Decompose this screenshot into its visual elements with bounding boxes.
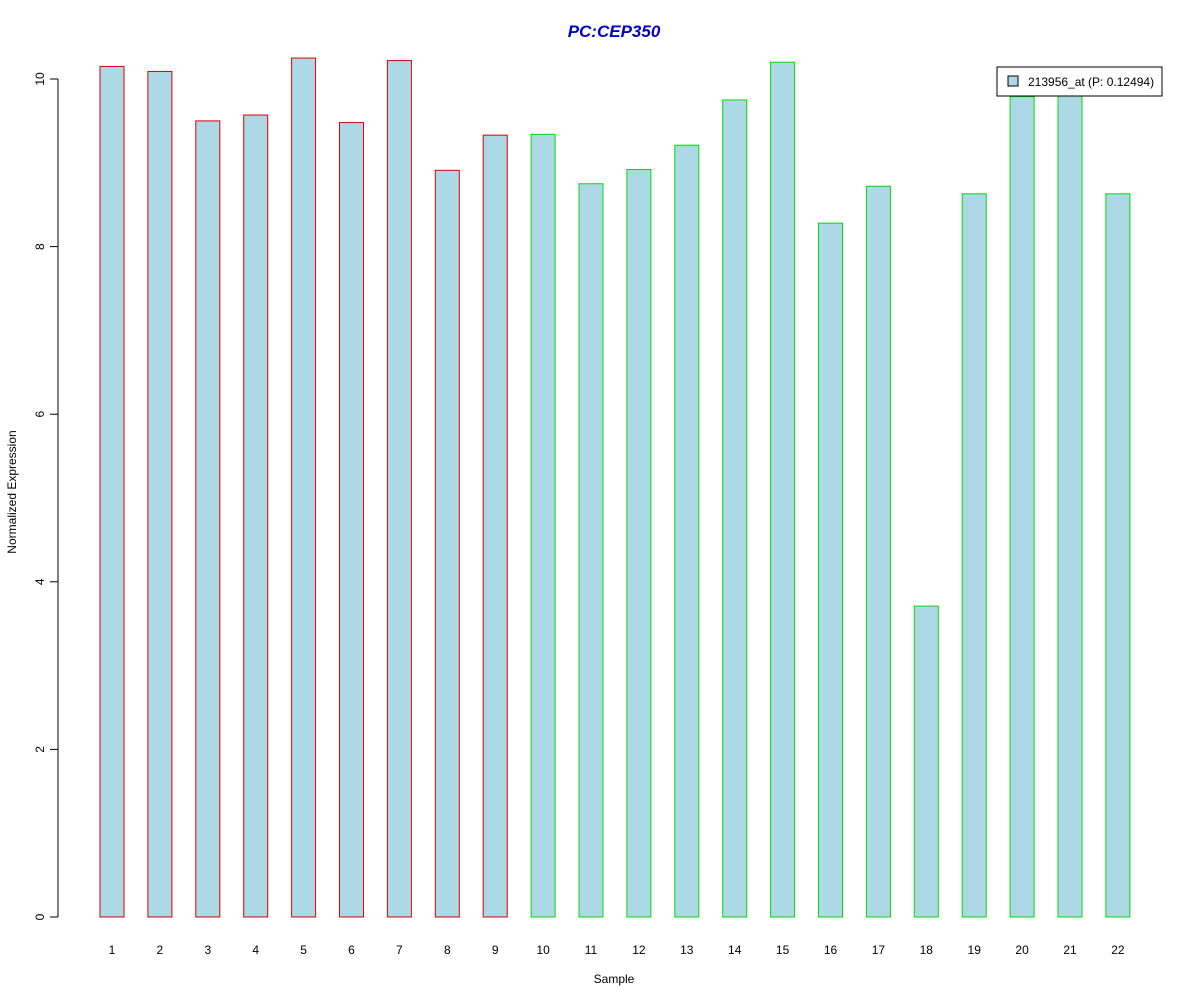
bar-sample-6 bbox=[339, 122, 364, 918]
bar-sample-17 bbox=[865, 185, 891, 918]
x-tick-labels: 1 2 3 4 5 6 7 8 9 10 11 12 13 14 15 16 17 18 19 20 21 22 bbox=[109, 943, 1125, 957]
y-tick-label: 10 bbox=[33, 72, 47, 86]
chart-title: PC:CEP350 bbox=[568, 22, 661, 41]
legend-box bbox=[996, 66, 1163, 97]
bar-sample-7 bbox=[386, 60, 412, 918]
x-tick-label: 13 bbox=[680, 943, 694, 957]
legend: 213956_at (P: 0.12494) bbox=[996, 66, 1163, 97]
x-tick-label: 18 bbox=[920, 943, 934, 957]
y-tick-label: 2 bbox=[33, 746, 47, 753]
bar-sample-18 bbox=[913, 605, 939, 918]
bar-sample-8 bbox=[434, 169, 460, 918]
bar-sample-5 bbox=[291, 57, 317, 918]
x-tick-label: 3 bbox=[204, 943, 211, 957]
bar-sample-10 bbox=[530, 133, 556, 918]
x-tick-label: 14 bbox=[728, 943, 742, 957]
x-tick-label: 10 bbox=[536, 943, 550, 957]
x-axis-label: Sample bbox=[594, 972, 635, 986]
x-tick-label: 20 bbox=[1015, 943, 1029, 957]
bar-sample-2 bbox=[147, 70, 173, 918]
y-tick-label: 6 bbox=[33, 411, 47, 418]
x-tick-label: 17 bbox=[872, 943, 886, 957]
x-tick-label: 22 bbox=[1111, 943, 1125, 957]
bar-sample-19 bbox=[961, 193, 987, 918]
x-tick-label: 4 bbox=[252, 943, 259, 957]
bar-sample-3 bbox=[195, 120, 221, 918]
bar-sample-9 bbox=[482, 134, 508, 918]
x-tick-label: 8 bbox=[444, 943, 451, 957]
y-tick-label: 0 bbox=[33, 913, 47, 920]
x-tick-label: 7 bbox=[396, 943, 403, 957]
bar-sample-4 bbox=[243, 114, 269, 918]
bar-sample-16 bbox=[818, 222, 843, 918]
x-tick-label: 1 bbox=[109, 943, 116, 957]
x-tick-label: 2 bbox=[157, 943, 164, 957]
legend-label: 213956_at (P: 0.12494) bbox=[1028, 75, 1154, 89]
bar-sample-11 bbox=[578, 183, 604, 918]
x-tick-label: 15 bbox=[776, 943, 790, 957]
y-tick-label: 4 bbox=[33, 578, 47, 585]
bar-sample-1 bbox=[99, 65, 125, 918]
x-tick-label: 12 bbox=[632, 943, 646, 957]
x-tick-label: 6 bbox=[348, 943, 355, 957]
bar-sample-12 bbox=[626, 169, 652, 918]
x-tick-label: 21 bbox=[1063, 943, 1077, 957]
bar-sample-21 bbox=[1057, 91, 1083, 918]
x-tick-label: 19 bbox=[968, 943, 982, 957]
x-tick-label: 9 bbox=[492, 943, 499, 957]
bar-sample-15 bbox=[770, 61, 796, 918]
x-tick-label: 5 bbox=[300, 943, 307, 957]
x-tick-label: 16 bbox=[824, 943, 838, 957]
bar-sample-22 bbox=[1105, 193, 1131, 918]
legend-swatch bbox=[1007, 75, 1019, 87]
x-tick-label: 11 bbox=[585, 943, 598, 957]
bars bbox=[99, 57, 1131, 918]
bar-sample-13 bbox=[674, 144, 700, 918]
y-axis-label: Normalized Expression bbox=[5, 430, 19, 553]
y-axis: 0 2 4 6 8 10 bbox=[33, 72, 59, 920]
bar-sample-14 bbox=[722, 99, 748, 918]
bar-sample-20 bbox=[1009, 96, 1035, 918]
y-tick-label: 8 bbox=[33, 243, 47, 250]
